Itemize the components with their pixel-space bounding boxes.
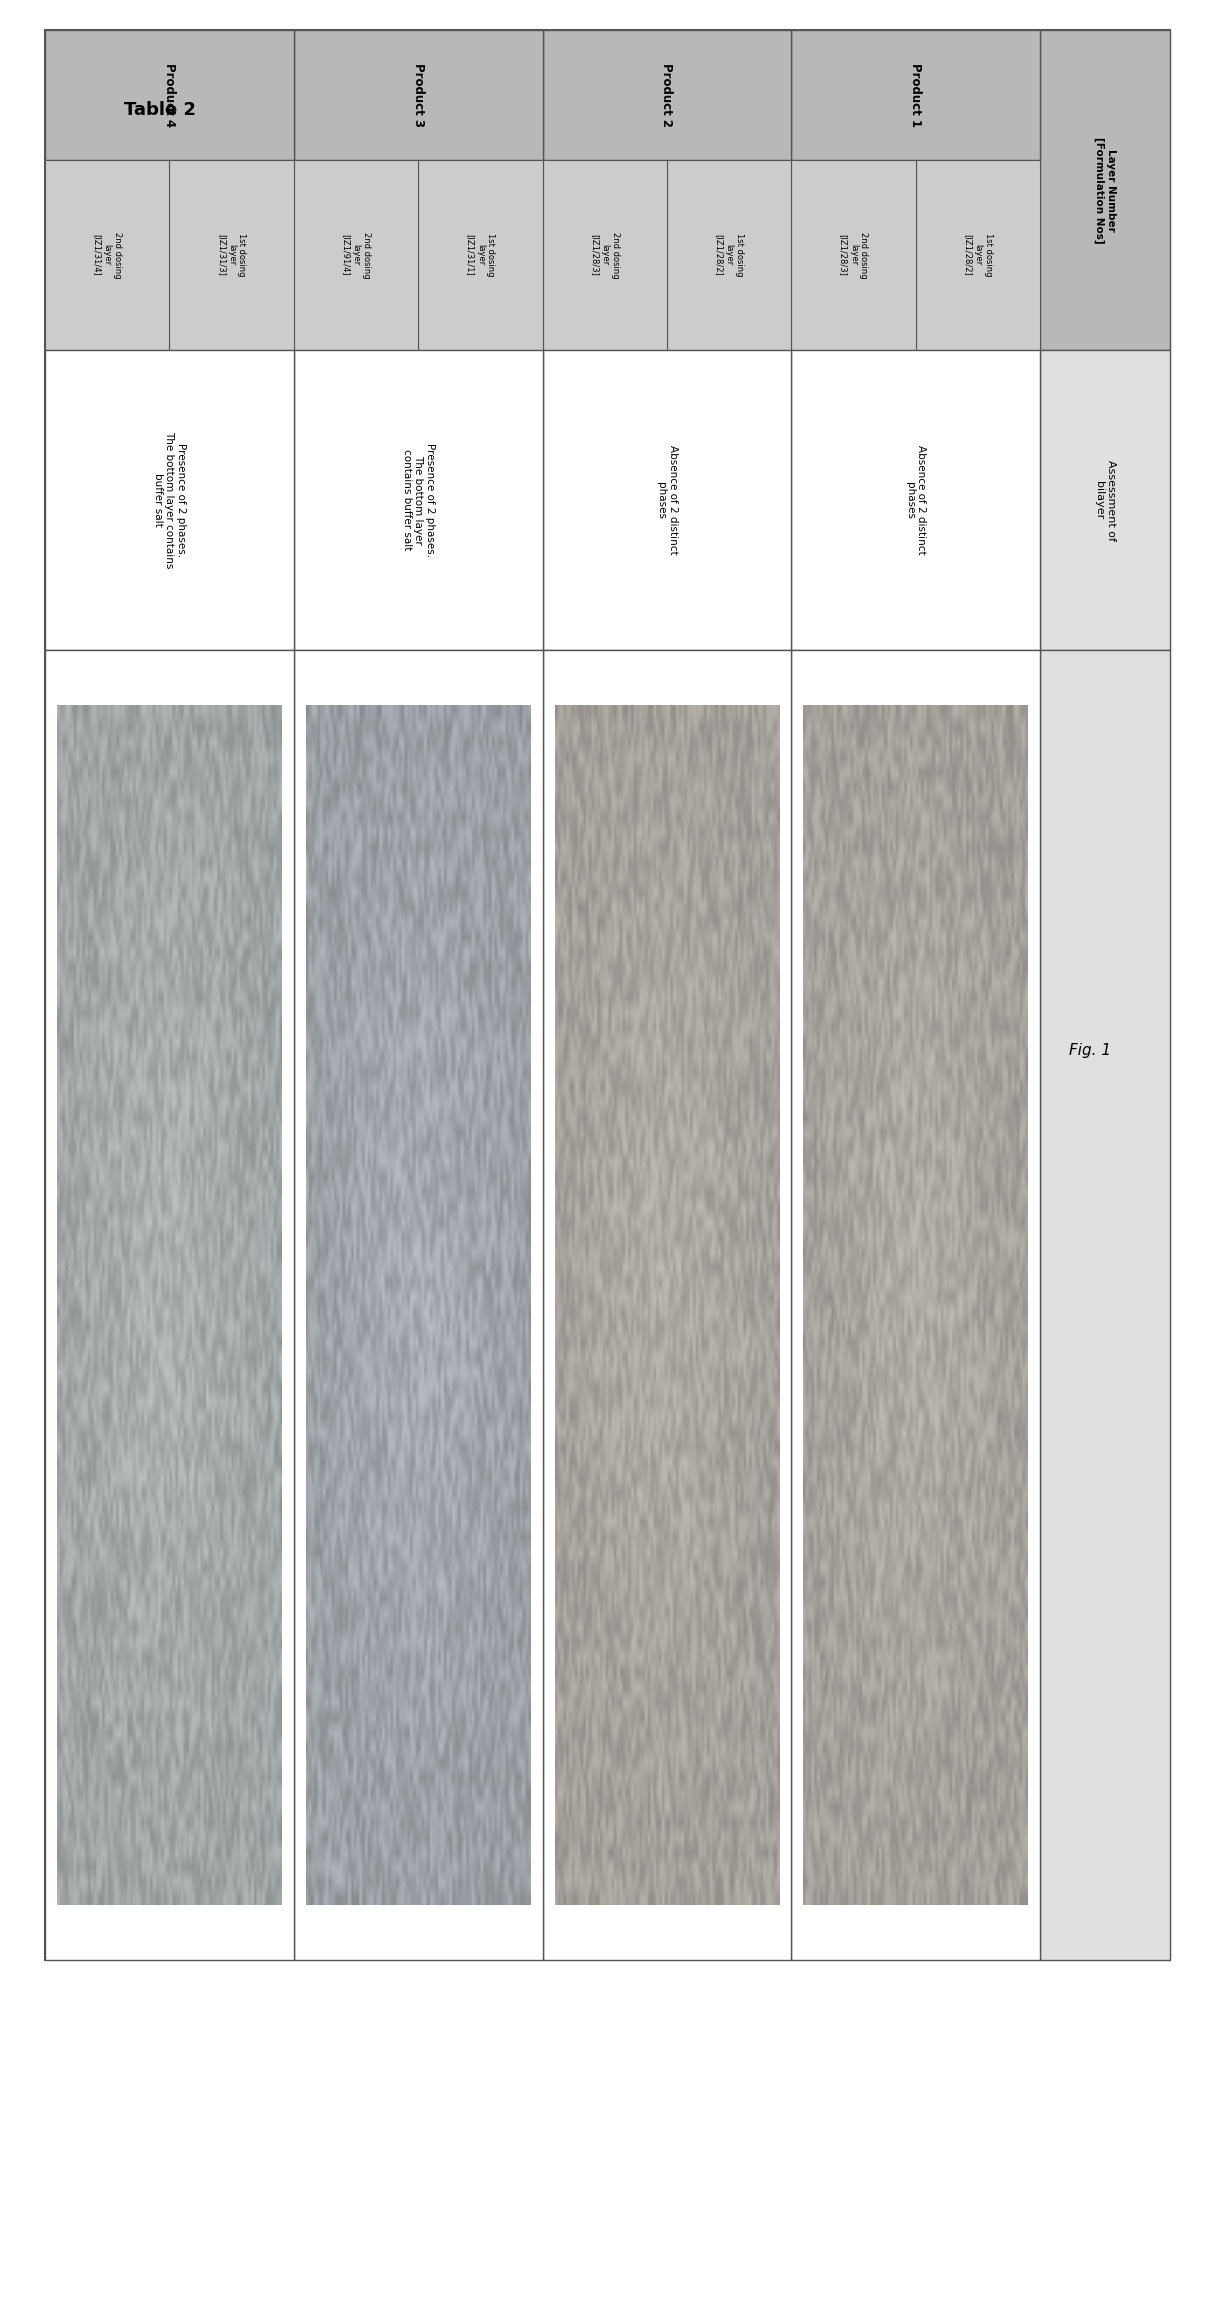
Text: 1st dosing
layer
[IZ1/31/1]: 1st dosing layer [IZ1/31/1] xyxy=(465,233,495,277)
Polygon shape xyxy=(294,30,542,159)
Text: Table 2: Table 2 xyxy=(124,102,196,120)
Text: Product 1: Product 1 xyxy=(909,62,922,127)
Text: Fig. 1: Fig. 1 xyxy=(1069,1043,1111,1057)
Text: Presence of 2 phases.
The bottom layer
contains buffer salt: Presence of 2 phases. The bottom layer c… xyxy=(401,443,435,556)
Polygon shape xyxy=(792,651,1040,1959)
Text: Presence of 2 phases.
The bottom layer contains
buffer salt: Presence of 2 phases. The bottom layer c… xyxy=(153,432,186,568)
Text: 2nd dosing
layer
[IZ1/91/4]: 2nd dosing layer [IZ1/91/4] xyxy=(341,231,371,279)
Text: Product 3: Product 3 xyxy=(412,62,424,127)
Polygon shape xyxy=(792,351,1040,651)
Text: 2nd dosing
layer
[IZ1/31/4]: 2nd dosing layer [IZ1/31/4] xyxy=(93,231,122,279)
Polygon shape xyxy=(542,351,792,651)
Polygon shape xyxy=(1040,351,1170,651)
Text: 2nd dosing
layer
[IZ1/28/3]: 2nd dosing layer [IZ1/28/3] xyxy=(589,231,619,279)
Polygon shape xyxy=(1040,30,1170,351)
Polygon shape xyxy=(45,30,294,159)
Polygon shape xyxy=(294,351,542,651)
Polygon shape xyxy=(294,159,418,351)
Polygon shape xyxy=(45,651,294,1959)
Polygon shape xyxy=(45,30,1170,1959)
Text: 2nd dosing
layer
[IZ1/28/3]: 2nd dosing layer [IZ1/28/3] xyxy=(839,231,869,279)
Polygon shape xyxy=(666,159,792,351)
Polygon shape xyxy=(792,30,1040,159)
Text: Product 4: Product 4 xyxy=(163,62,176,127)
Text: Absence of 2 distinct
phases: Absence of 2 distinct phases xyxy=(905,445,927,554)
Polygon shape xyxy=(792,159,916,351)
Text: Layer Number
[Formulation Nos]: Layer Number [Formulation Nos] xyxy=(1094,136,1116,242)
Polygon shape xyxy=(542,159,666,351)
Text: 1st dosing
layer
[IZ1/28/2]: 1st dosing layer [IZ1/28/2] xyxy=(715,233,743,277)
Polygon shape xyxy=(418,159,542,351)
Polygon shape xyxy=(542,30,792,159)
Polygon shape xyxy=(1040,651,1170,1959)
Text: Assessment of
bilayer: Assessment of bilayer xyxy=(1094,459,1116,540)
Polygon shape xyxy=(45,159,170,351)
Text: 1st dosing
layer
[IZ1/31/3]: 1st dosing layer [IZ1/31/3] xyxy=(217,233,247,277)
Text: Product 2: Product 2 xyxy=(660,62,674,127)
Polygon shape xyxy=(170,159,294,351)
Polygon shape xyxy=(542,651,792,1959)
Polygon shape xyxy=(916,159,1040,351)
Text: Absence of 2 distinct
phases: Absence of 2 distinct phases xyxy=(656,445,677,554)
Text: 1st dosing
layer
[IZ1/28/2]: 1st dosing layer [IZ1/28/2] xyxy=(963,233,993,277)
Polygon shape xyxy=(45,351,294,651)
Polygon shape xyxy=(294,651,542,1959)
